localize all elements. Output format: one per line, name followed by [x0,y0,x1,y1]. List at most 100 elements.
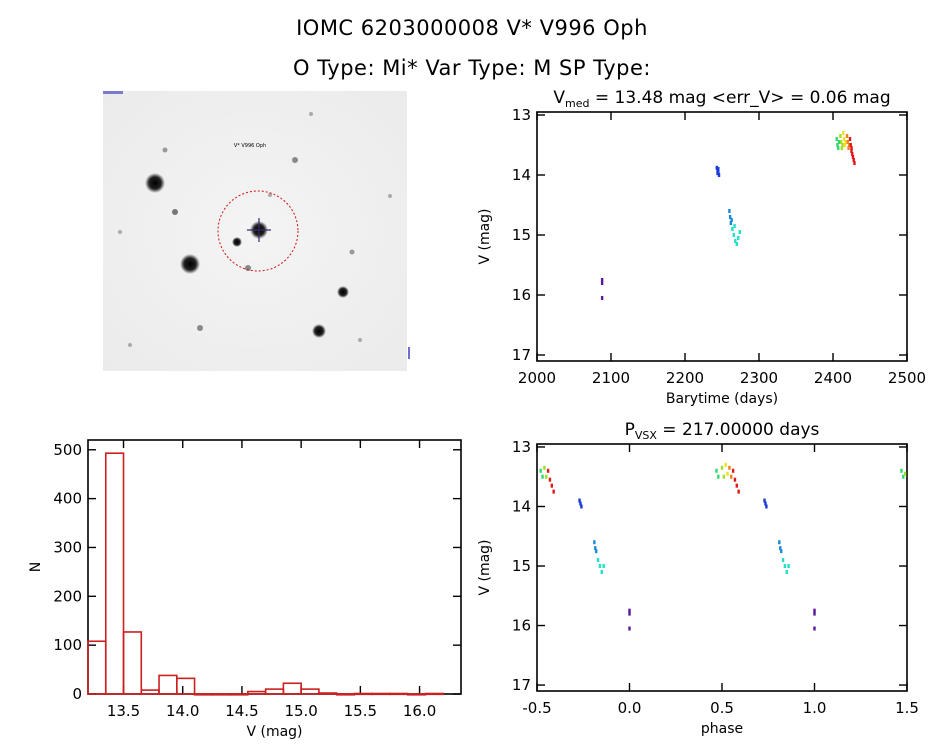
plot-title: Vmed = 13.48 mag <err_V> = 0.06 mag [553,88,890,110]
data-point [845,134,849,138]
y-tick-label: 17 [512,346,531,364]
data-point [598,564,602,569]
y-tick-label: 200 [53,587,82,605]
data-point [717,167,720,171]
data-point [579,501,582,506]
x-tick-label: 15.5 [344,702,377,720]
histogram-bar [300,688,320,695]
data-point [779,546,782,551]
plot-frame [536,443,908,692]
data-point [717,173,721,177]
star-blob [172,209,178,215]
y-tick-label: 300 [53,538,82,556]
histogram-plot: 13.5 14.0 14.5 15.0 15.5 16.0 0 100 200 300 400 500… [28,439,462,740]
header-line-2: O Type: Mi* Var Type: M SP Type: [293,56,651,80]
data-point [548,477,552,482]
data-point [846,140,849,144]
data-point [539,468,542,473]
star-blob [358,338,362,342]
target-circle [217,190,299,272]
x-tick-label: 2400 [814,369,852,387]
data-point [841,143,844,147]
histogram-bar [264,688,285,695]
histogram-bar [424,692,445,696]
data-point [550,483,553,488]
y-tick-label: 16 [512,286,531,304]
data-point [728,215,732,219]
data-point [594,546,597,551]
star-blob [312,324,326,338]
x-tick-label: 2200 [666,369,704,387]
x-tick-label: 2100 [592,369,630,387]
data-point [813,608,816,613]
histogram-bar [176,677,196,695]
data-point [552,489,555,494]
histogram-bar [353,692,373,696]
data-point [852,158,855,162]
data-point [628,608,631,613]
title-subscript: VSX [635,429,658,442]
y-tick-label: 100 [53,636,82,654]
y-tick-label: 14 [512,166,531,184]
histogram-bar [140,689,160,695]
data-point [593,540,596,545]
data-point [849,143,852,147]
data-point [545,474,548,479]
star-blob [337,286,349,298]
data-point [843,143,847,147]
data-point [850,149,853,153]
data-point [731,227,734,231]
histogram-bar [371,692,391,696]
y-tick-label: 14 [512,497,531,515]
histogram-bar [158,674,178,695]
data-point [785,569,788,574]
star-blob [388,194,392,198]
x-tick-label: 2000 [518,369,556,387]
data-point [780,549,783,554]
data-point [728,209,731,213]
data-point [600,278,604,282]
data-point [839,134,842,138]
histogram-bar [104,452,125,695]
data-point [836,143,839,147]
histogram-bar [87,640,107,695]
x-tick-label: -0.5 [522,699,551,717]
x-tick-label: 13.5 [107,702,140,720]
y-tick-label: 500 [53,441,82,459]
data-point [848,137,852,141]
x-tick-label: 0.5 [710,699,734,717]
data-point [839,140,843,144]
data-point [546,468,550,473]
y-tick-label: 13 [512,106,531,124]
star-blob [245,265,251,271]
data-point [851,152,854,156]
data-point [733,477,737,482]
star-blob [145,173,165,193]
lightcurve-plot: 2000 2100 2200 2300 2400 2500 13 14 15 16 17 Baryti… [477,88,926,407]
data-point [902,474,905,479]
data-point [765,504,768,509]
x-tick-label: 1.0 [803,699,827,717]
data-point [730,218,733,222]
x-tick-label: 2300 [740,369,778,387]
y-tick-label: 13 [512,438,531,456]
data-point [731,468,735,473]
y-tick-label: 0 [72,685,82,703]
x-tick-label: 1.5 [895,699,919,717]
y-tick-label: 15 [512,226,531,244]
data-point [764,501,767,506]
plot-frame [87,439,462,695]
data-point [837,140,841,144]
x-tick-label: 15.0 [284,702,317,720]
phased-plot: -0.5 0.0 0.5 1.0 1.5 13 14 15 16 17 phase V (mag) PV… [477,420,919,737]
star-blob [232,237,242,247]
histogram-bar [318,692,338,695]
data-point [900,468,903,473]
data-point [734,239,737,243]
x-axis-label: phase [701,721,743,737]
data-point [842,137,846,141]
data-point [735,242,738,246]
data-point [735,483,738,488]
data-point [728,465,731,470]
